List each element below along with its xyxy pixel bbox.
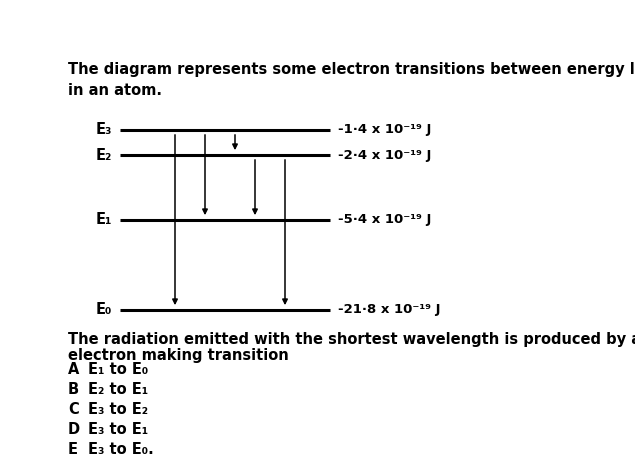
Text: E₃ to E₂: E₃ to E₂ [88, 403, 148, 418]
Text: in an atom.: in an atom. [68, 83, 162, 98]
Text: E₁ to E₀: E₁ to E₀ [88, 363, 148, 378]
Text: D: D [68, 423, 80, 438]
Text: -5·4 x 10⁻¹⁹ J: -5·4 x 10⁻¹⁹ J [338, 213, 431, 227]
Text: E₁: E₁ [95, 212, 112, 228]
Text: E₂ to E₁: E₂ to E₁ [88, 383, 148, 398]
Text: C: C [68, 403, 79, 418]
Text: -1·4 x 10⁻¹⁹ J: -1·4 x 10⁻¹⁹ J [338, 123, 431, 136]
Text: -2·4 x 10⁻¹⁹ J: -2·4 x 10⁻¹⁹ J [338, 148, 431, 162]
Text: E₂: E₂ [96, 147, 112, 162]
Text: E₃ to E₀.: E₃ to E₀. [88, 443, 154, 455]
Text: The diagram represents some electron transitions between energy levels: The diagram represents some electron tra… [68, 62, 635, 77]
Text: E₀: E₀ [96, 303, 112, 318]
Text: electron making transition: electron making transition [68, 348, 289, 363]
Text: E₃: E₃ [96, 122, 112, 137]
Text: -21·8 x 10⁻¹⁹ J: -21·8 x 10⁻¹⁹ J [338, 303, 441, 317]
Text: A: A [68, 363, 79, 378]
Text: The radiation emitted with the shortest wavelength is produced by an: The radiation emitted with the shortest … [68, 332, 635, 347]
Text: E: E [68, 443, 78, 455]
Text: E₃ to E₁: E₃ to E₁ [88, 423, 148, 438]
Text: B: B [68, 383, 79, 398]
